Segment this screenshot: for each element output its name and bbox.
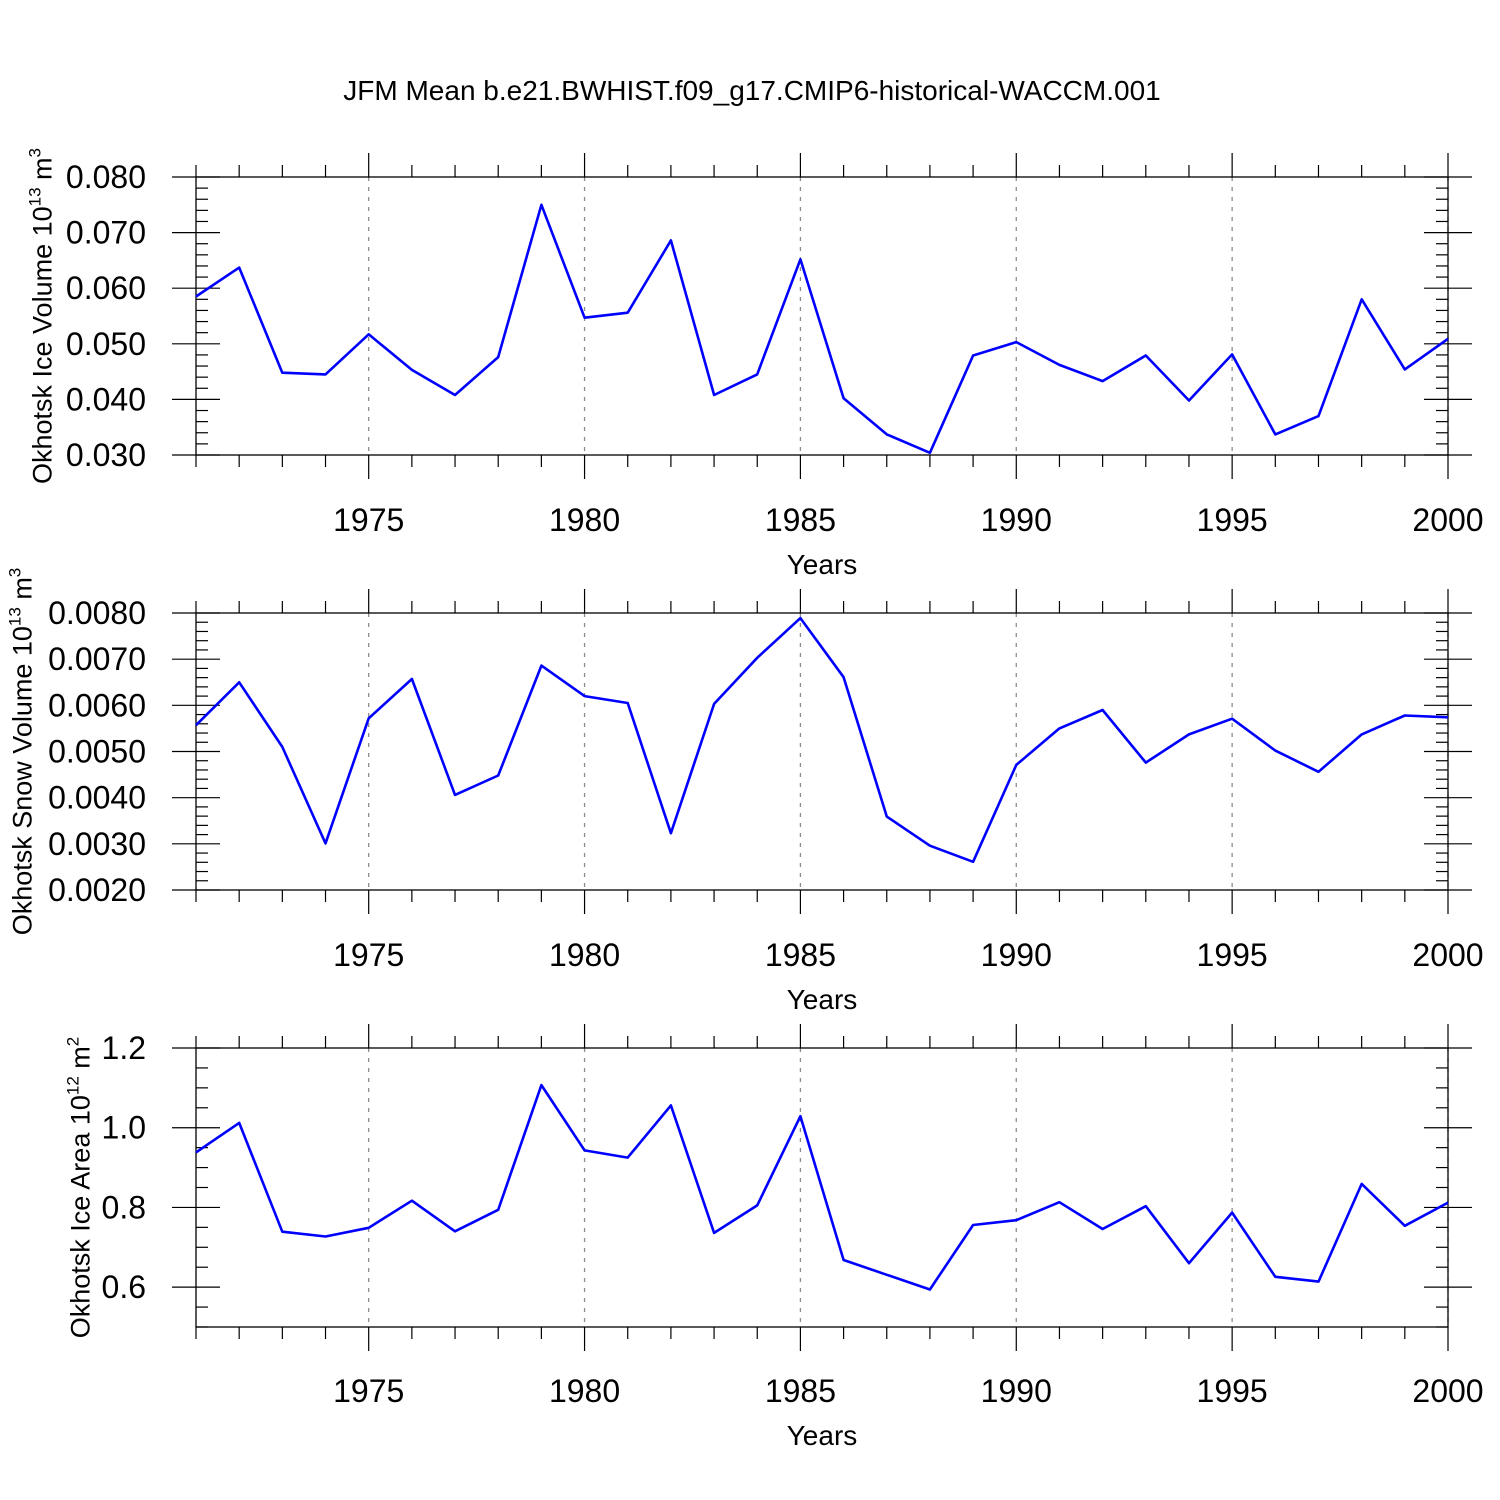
x-tick-label: 1990 <box>981 502 1052 538</box>
y-tick-label: 0.0080 <box>48 595 146 631</box>
series-line <box>195 616 1449 864</box>
x-tick-label: 1990 <box>981 1373 1052 1409</box>
x-tick-label: 1985 <box>765 502 836 538</box>
x-tick-label: 1995 <box>1197 1373 1268 1409</box>
figure-title: JFM Mean b.e21.BWHIST.f09_g17.CMIP6-hist… <box>343 75 1160 106</box>
y-axis-label: Okhotsk Ice Area 1012 m2 <box>63 1037 95 1339</box>
x-tick-label: 1995 <box>1197 502 1268 538</box>
x-tick-label: 1990 <box>981 937 1052 973</box>
x-tick-label: 2000 <box>1412 502 1483 538</box>
x-tick-label: 1975 <box>333 1373 404 1409</box>
y-tick-label: 0.080 <box>66 159 146 195</box>
y-tick-label: 0.050 <box>66 326 146 362</box>
x-tick-label: 1985 <box>765 937 836 973</box>
x-tick-label: 1980 <box>549 502 620 538</box>
x-tick-label: 1975 <box>333 502 404 538</box>
y-tick-label: 0.060 <box>66 270 146 306</box>
x-tick-label: 2000 <box>1412 937 1483 973</box>
y-tick-label: 0.040 <box>66 381 146 417</box>
panel-3: 0.6 0.8 1.0 1.2 1975 1980 1985 1990 1995 2000 Year… <box>63 1024 1484 1451</box>
x-axis-label: Years <box>787 1420 858 1451</box>
series-line <box>195 203 1449 455</box>
y-tick-label: 0.030 <box>66 437 146 473</box>
y-tick-label: 0.0030 <box>48 826 146 862</box>
panel-1: 0.030 0.040 0.050 0.060 0.070 0.080 1975 1980 19… <box>25 148 1483 580</box>
y-axis-label: Okhotsk Snow Volume 1013 m3 <box>5 568 37 936</box>
x-tick-label: 1980 <box>549 1373 620 1409</box>
y-tick-label: 0.0070 <box>48 641 146 677</box>
y-tick-label: 0.0040 <box>48 780 146 816</box>
x-tick-label: 1975 <box>333 937 404 973</box>
x-tick-label: 1995 <box>1197 937 1268 973</box>
y-tick-label: 1.2 <box>102 1030 146 1066</box>
panels: 0.030 0.040 0.050 0.060 0.070 0.080 1975 1980 19… <box>5 148 1483 1451</box>
y-tick-label: 0.6 <box>102 1269 146 1305</box>
y-axis-label: Okhotsk Ice Volume 1013 m3 <box>25 148 57 484</box>
y-tick-label: 1.0 <box>102 1110 146 1146</box>
plot-frame <box>195 176 1449 456</box>
y-tick-label: 0.0050 <box>48 734 146 770</box>
plot-frame <box>195 612 1449 891</box>
x-tick-label: 1980 <box>549 937 620 973</box>
x-axis-label: Years <box>787 984 858 1015</box>
y-tick-label: 0.070 <box>66 215 146 251</box>
x-tick-label: 1985 <box>765 1373 836 1409</box>
panel-2: 0.0020 0.0030 0.0040 0.0050 0.0060 0.0070 0.00… <box>5 568 1483 1015</box>
x-axis-label: Years <box>787 549 858 580</box>
x-tick-label: 2000 <box>1412 1373 1483 1409</box>
y-tick-label: 0.0020 <box>48 872 146 908</box>
y-tick-label: 0.8 <box>102 1189 146 1225</box>
series-line <box>195 1083 1449 1291</box>
y-tick-label: 0.0060 <box>48 687 146 723</box>
